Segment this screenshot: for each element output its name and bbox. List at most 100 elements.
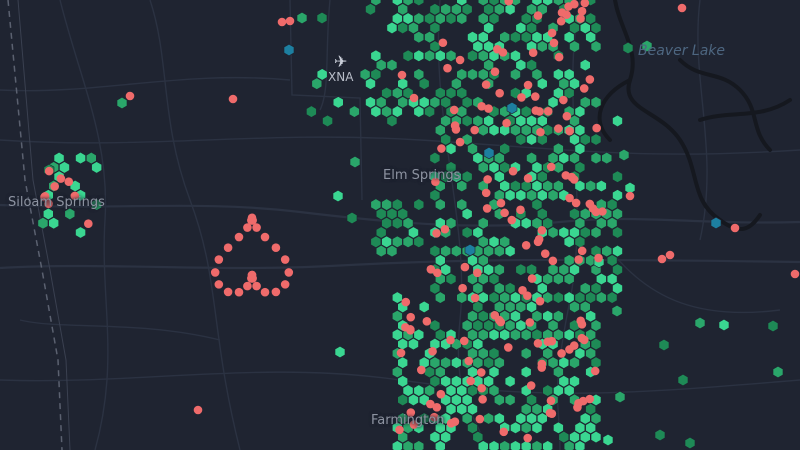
hexbin-cell[interactable] [477,310,489,323]
hexbin-cell[interactable] [413,198,425,211]
hexbin-cell[interactable] [86,151,97,165]
hexbin-cell[interactable] [370,0,382,7]
incident-point[interactable] [243,281,252,291]
hexbin-cell[interactable] [483,40,494,53]
hexbin-cell[interactable] [445,384,457,397]
hexbin-cell[interactable] [494,282,505,295]
incident-point[interactable] [565,193,574,203]
hexbin-cell[interactable] [574,291,586,304]
hexbin-cell[interactable] [612,226,623,239]
hexbin-cell[interactable] [359,68,371,81]
hexbin-cell[interactable] [53,151,65,165]
incident-point[interactable] [478,395,487,404]
incident-point[interactable] [543,107,553,116]
incident-point[interactable] [466,376,475,386]
hexbin-cell[interactable] [601,151,613,165]
hexbin-cell[interactable] [477,328,489,341]
hexbin-cell[interactable] [547,356,559,369]
hexbin-cell[interactable] [488,347,500,360]
incident-point[interactable] [557,349,566,358]
hexbin-cell[interactable] [375,58,387,72]
hexbin-cell[interactable] [526,151,537,165]
hexbin-cell[interactable] [332,189,344,203]
hexbin-cell[interactable] [456,291,468,304]
incident-point[interactable] [446,335,455,345]
incident-point[interactable] [416,365,426,375]
hexbin-cell[interactable] [381,198,392,211]
hexbin-cell[interactable] [553,0,564,7]
hexbin-cell[interactable] [569,21,580,35]
hexbin-cell[interactable] [445,272,457,286]
hexbin-cell[interactable] [574,440,586,450]
incident-point[interactable] [579,335,589,345]
incident-point[interactable] [284,268,294,277]
hexbin-cell[interactable] [596,179,607,193]
incident-point[interactable] [598,207,607,216]
hexbin-cell[interactable] [386,244,398,258]
incident-point[interactable] [426,265,436,274]
hexbin-cell[interactable] [526,133,537,146]
incident-point[interactable] [409,93,419,103]
incident-point[interactable] [504,0,514,6]
hexbin-cell[interactable] [569,40,580,53]
incident-point[interactable] [396,348,406,358]
hexbin-cell[interactable] [494,170,505,183]
hexbin-cell[interactable] [494,393,505,407]
hexbin-cell[interactable] [456,403,468,416]
incident-point[interactable] [483,175,492,184]
incident-point[interactable] [44,166,54,176]
incident-point[interactable] [490,67,500,76]
incident-point[interactable] [40,191,50,201]
hexbin-cell[interactable] [429,40,441,53]
hexbin-cell[interactable] [472,356,484,369]
hexbin-cell[interactable] [569,77,580,90]
incident-point[interactable] [477,102,486,111]
hexbin-cell[interactable] [392,440,403,450]
incident-point[interactable] [426,399,435,409]
hexbin-cell[interactable] [504,300,516,314]
incident-point[interactable] [432,403,442,412]
hexbin-cell[interactable] [574,421,586,434]
hexbin-cell[interactable] [553,142,564,155]
hexbin-cell[interactable] [624,181,636,195]
hexbin-cell[interactable] [424,12,435,25]
hexbin-cell[interactable] [402,235,414,248]
hexbin-cell[interactable] [585,31,596,44]
hexbin-cell[interactable] [435,124,446,137]
hexbin-cell[interactable] [585,403,596,416]
hexbin-cell[interactable] [472,226,484,239]
hexbin-cell[interactable] [563,68,575,81]
hexbin-cell[interactable] [424,365,435,379]
hexbin-cell[interactable] [467,384,478,397]
hexbin-cell[interactable] [392,235,403,248]
incident-point[interactable] [481,80,491,89]
incident-point[interactable] [591,207,601,217]
hexbin-cell[interactable] [574,124,586,137]
hexbin-cell[interactable] [585,12,596,25]
hexbin-cell[interactable] [392,198,403,211]
incident-point[interactable] [508,166,518,176]
incident-point[interactable] [500,208,509,218]
hexbin-cell[interactable] [499,142,510,155]
hexbin-cell[interactable] [510,440,521,450]
hexbin-cell[interactable] [553,384,564,397]
incident-point[interactable] [502,118,511,128]
hexbin-cell[interactable] [531,161,543,174]
hexbin-cell[interactable] [510,291,521,304]
hexbin-cell[interactable] [316,68,328,81]
hexbin-cell[interactable] [477,347,489,360]
hexbin-cell[interactable] [451,77,462,90]
hexbin-cell[interactable] [477,217,489,230]
hexbin-cell[interactable] [91,198,102,211]
hexbin-cell[interactable] [520,217,532,230]
hexbin-cell[interactable] [424,49,435,62]
incident-point[interactable] [449,105,459,115]
hexbin-cell[interactable] [467,142,478,155]
hexbin-cell[interactable] [64,207,76,221]
hexbin-cell[interactable] [370,49,382,62]
incident-point[interactable] [525,318,535,327]
incident-point[interactable] [594,253,603,263]
incident-point[interactable] [210,268,220,277]
hexbin-cell[interactable] [510,421,521,434]
incident-point[interactable] [549,38,559,48]
